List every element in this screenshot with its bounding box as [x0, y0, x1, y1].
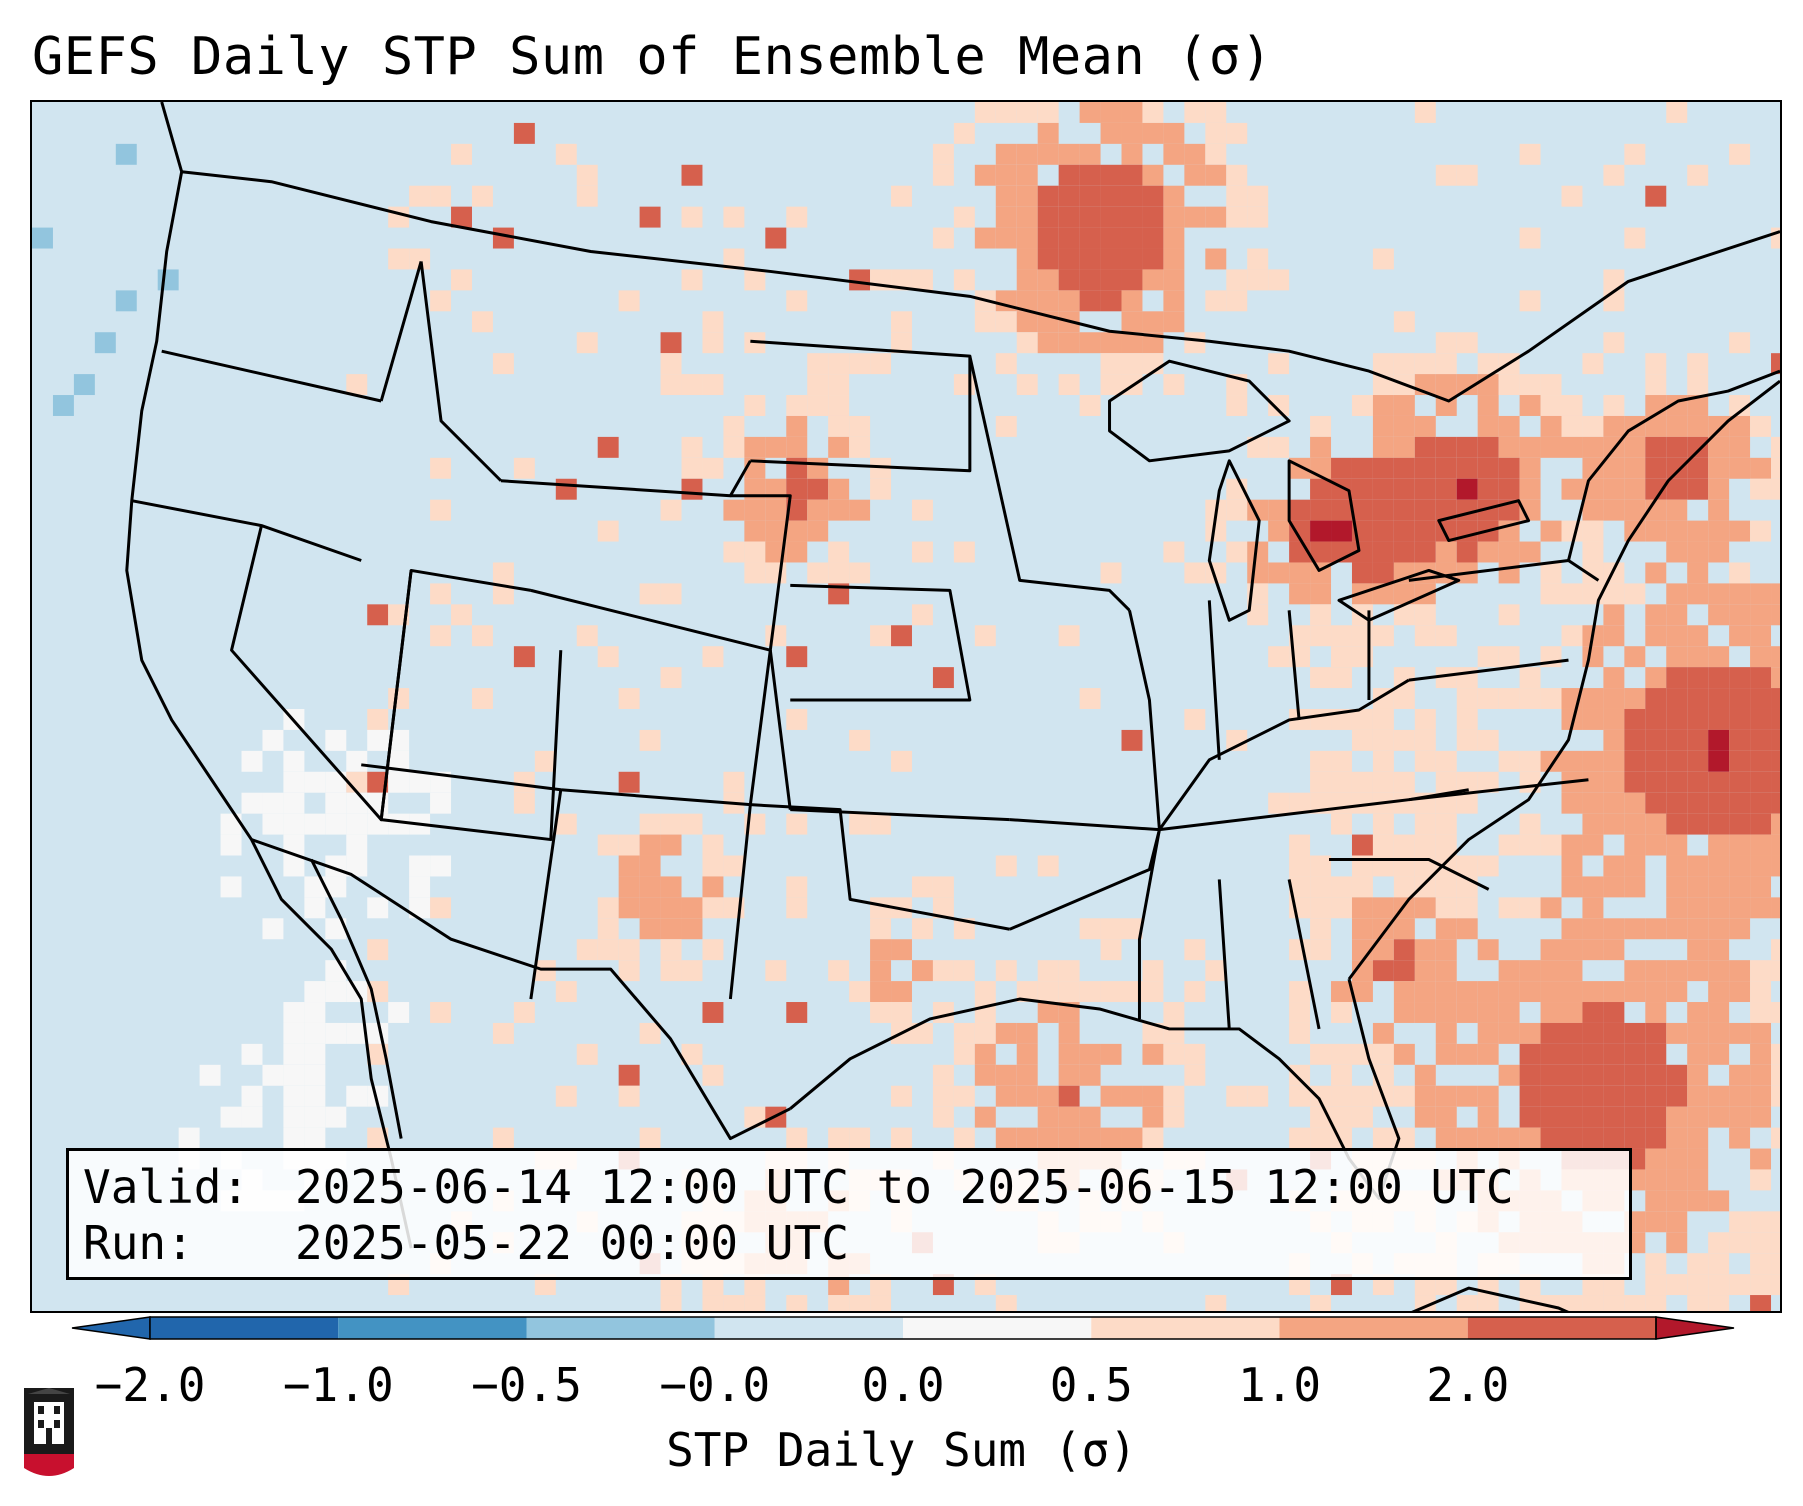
coastline-west	[125, 102, 413, 1249]
valid-value: 2025-06-14 12:00 UTC to 2025-06-15 12:00…	[295, 1160, 1514, 1214]
new-england	[1567, 369, 1780, 561]
colorbar-tick-label: 0.5	[1049, 1358, 1133, 1412]
state-line-az-nm	[529, 789, 752, 1000]
run-value: 2025-05-22 00:00 UTC	[295, 1216, 849, 1270]
us-canada-border	[181, 170, 1780, 403]
niu-logo	[20, 1388, 78, 1480]
colorbar-segment	[526, 1317, 715, 1339]
colorbar	[70, 1316, 1736, 1340]
colorbar-tick-label: −0.0	[659, 1358, 771, 1412]
state-line-four-corners	[361, 649, 772, 807]
state-line-idaho-east	[379, 261, 502, 482]
atlantic-coast	[1347, 379, 1780, 980]
great-lakes-superior	[1108, 359, 1291, 463]
run-label: Run:	[83, 1216, 194, 1270]
us-mexico-border	[251, 838, 791, 1141]
state-line-va-nc	[1408, 778, 1589, 802]
validity-info-box: Valid: 2025-06-14 12:00 UTC to 2025-06-15…	[66, 1148, 1632, 1280]
state-line-mo-ar	[1009, 818, 1161, 931]
valid-label: Valid:	[83, 1160, 250, 1214]
colorbar-tick-label: −0.5	[471, 1358, 582, 1412]
colorbar-segment	[1279, 1317, 1468, 1339]
state-borders	[125, 102, 1780, 1311]
valid-line: Valid: 2025-06-14 12:00 UTC to 2025-06-15…	[83, 1159, 1629, 1215]
baja-coast	[310, 858, 403, 1139]
colorbar-tick-label: 0.0	[861, 1358, 945, 1412]
colorbar-segment	[150, 1317, 339, 1339]
state-line-ut-az	[379, 570, 563, 842]
state-line-carolinas	[1329, 857, 1490, 891]
state-line-mississippi	[1128, 609, 1161, 1019]
colorbar-segment	[1467, 1317, 1656, 1339]
colorbar-segment	[1091, 1317, 1280, 1339]
niu-logo-icon	[24, 1388, 74, 1476]
colorbar-tick-label: −2.0	[94, 1358, 206, 1412]
state-line-al-ga	[1217, 879, 1321, 1030]
colorbar-segment	[338, 1317, 527, 1339]
stp-grid-cells	[32, 102, 1780, 1311]
colorbar-segment	[714, 1317, 903, 1339]
colorbar-outline	[149, 1316, 1657, 1340]
cuba-outline	[1411, 1286, 1569, 1311]
state-line-ohio-river	[1158, 678, 1410, 831]
state-line-mn-ia	[968, 355, 1131, 612]
state-line-wy	[530, 494, 792, 652]
colorbar-extend-low	[71, 1316, 151, 1340]
colorbar-tick-label: −1.0	[282, 1358, 394, 1412]
colorbar-extend-high	[1655, 1316, 1735, 1340]
colorbar-tick-label: 2.0	[1426, 1358, 1510, 1412]
state-line-wa-or	[161, 349, 382, 403]
colorbar-segment	[903, 1317, 1092, 1339]
state-line-ne-ks	[790, 583, 972, 702]
state-line-co-ks	[768, 650, 1010, 822]
colorbar-label: STP Daily Sum (σ)	[666, 1423, 1137, 1477]
colorbar-tick-label: 1.0	[1237, 1358, 1322, 1412]
colorbar-graphic	[71, 1316, 1735, 1340]
great-lakes-huron	[1287, 459, 1361, 572]
great-lakes-michigan	[1207, 459, 1261, 622]
chart-title: GEFS Daily STP Sum of Ensemble Mean (σ)	[32, 27, 1273, 87]
state-line-ok-tx	[750, 803, 1011, 931]
map-panel[interactable]	[30, 100, 1782, 1313]
great-lakes-erie-ontario	[1337, 499, 1531, 622]
state-line-or-ca	[131, 499, 362, 562]
run-line: Run: 2025-05-22 00:00 UTC	[83, 1215, 1629, 1271]
state-line-dakotas	[750, 339, 972, 473]
stp-map	[32, 102, 1780, 1311]
state-line-il-in-oh	[1207, 600, 1371, 760]
